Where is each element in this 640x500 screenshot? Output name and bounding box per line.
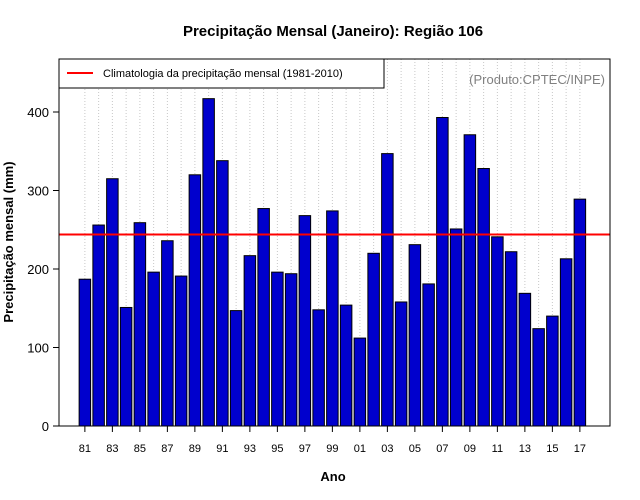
bar-10 <box>477 168 490 427</box>
x-tick-label: 93 <box>244 443 256 455</box>
bar-03 <box>381 153 394 427</box>
bar-12 <box>504 251 518 427</box>
bar-98 <box>312 309 325 427</box>
bar-99 <box>326 210 339 427</box>
bar-01 <box>353 337 367 427</box>
bar-93 <box>243 255 257 427</box>
bar-86 <box>147 271 160 427</box>
bar-04 <box>394 301 408 427</box>
bar-84 <box>119 306 133 427</box>
x-tick-label: 85 <box>134 443 146 455</box>
x-axis: 81 83 85 87 89 91 93 95 97 99 01 03 05 07 09 11 13 15 17 <box>79 426 586 455</box>
bar-85 <box>133 222 147 427</box>
chart-title: Precipitação Mensal (Janeiro): Região 10… <box>183 23 483 40</box>
bar-88 <box>174 275 188 427</box>
x-tick-label: 13 <box>519 443 531 455</box>
x-tick-label: 99 <box>326 443 338 455</box>
x-tick-label: 15 <box>546 443 558 455</box>
credit-text: (Produto:CPTEC/INPE) <box>469 72 605 87</box>
y-tick-label: 100 <box>27 341 49 356</box>
bar-87 <box>161 240 174 427</box>
y-tick-label: 300 <box>27 184 49 199</box>
bar-11 <box>491 236 504 427</box>
bar-15 <box>546 315 559 427</box>
x-tick-label: 11 <box>492 443 503 455</box>
bar-09 <box>463 134 477 427</box>
x-tick-label: 95 <box>271 443 283 455</box>
legend: Climatologia da precipitação mensal (198… <box>58 58 385 89</box>
bar-16 <box>559 258 573 427</box>
bar-96 <box>284 273 298 427</box>
bar-82 <box>92 224 105 427</box>
bars-layer <box>78 98 587 427</box>
bar-81 <box>78 278 92 427</box>
bar-06 <box>422 283 435 427</box>
x-tick-label: 97 <box>299 443 311 455</box>
y-tick-label: 400 <box>27 105 49 120</box>
bar-90 <box>202 98 215 427</box>
bar-07 <box>436 116 449 427</box>
bar-02 <box>367 252 380 427</box>
bar-13 <box>518 292 532 427</box>
bar-95 <box>271 271 284 427</box>
y-tick-label: 0 <box>42 419 49 434</box>
x-tick-label: 05 <box>409 443 421 455</box>
bar-00 <box>339 304 353 427</box>
x-axis-title: Ano <box>320 469 345 484</box>
bar-83 <box>106 178 119 427</box>
y-axis-title: Precipitação mensal (mm) <box>1 161 16 322</box>
x-tick-label: 89 <box>189 443 201 455</box>
bar-08 <box>449 228 463 427</box>
legend-label: Climatologia da precipitação mensal (198… <box>103 68 343 80</box>
x-tick-label: 17 <box>574 443 586 455</box>
x-tick-label: 91 <box>216 443 228 455</box>
legend-box <box>58 58 385 89</box>
x-tick-label: 03 <box>381 443 393 455</box>
x-tick-label: 87 <box>161 443 173 455</box>
bar-14 <box>532 328 545 427</box>
bar-92 <box>229 310 243 427</box>
bar-94 <box>257 208 270 427</box>
x-tick-label: 83 <box>106 443 118 455</box>
x-tick-label: 09 <box>464 443 476 455</box>
y-axis: 0 100 200 300 400 <box>27 105 59 434</box>
x-tick-label: 81 <box>79 443 91 455</box>
bar-17 <box>573 198 587 427</box>
bar-05 <box>408 244 422 427</box>
x-tick-label: 01 <box>354 443 366 455</box>
bar-89 <box>188 174 202 427</box>
bar-97 <box>298 215 312 427</box>
bar-91 <box>216 160 229 427</box>
x-tick-label: 07 <box>436 443 448 455</box>
y-tick-label: 200 <box>27 262 49 277</box>
